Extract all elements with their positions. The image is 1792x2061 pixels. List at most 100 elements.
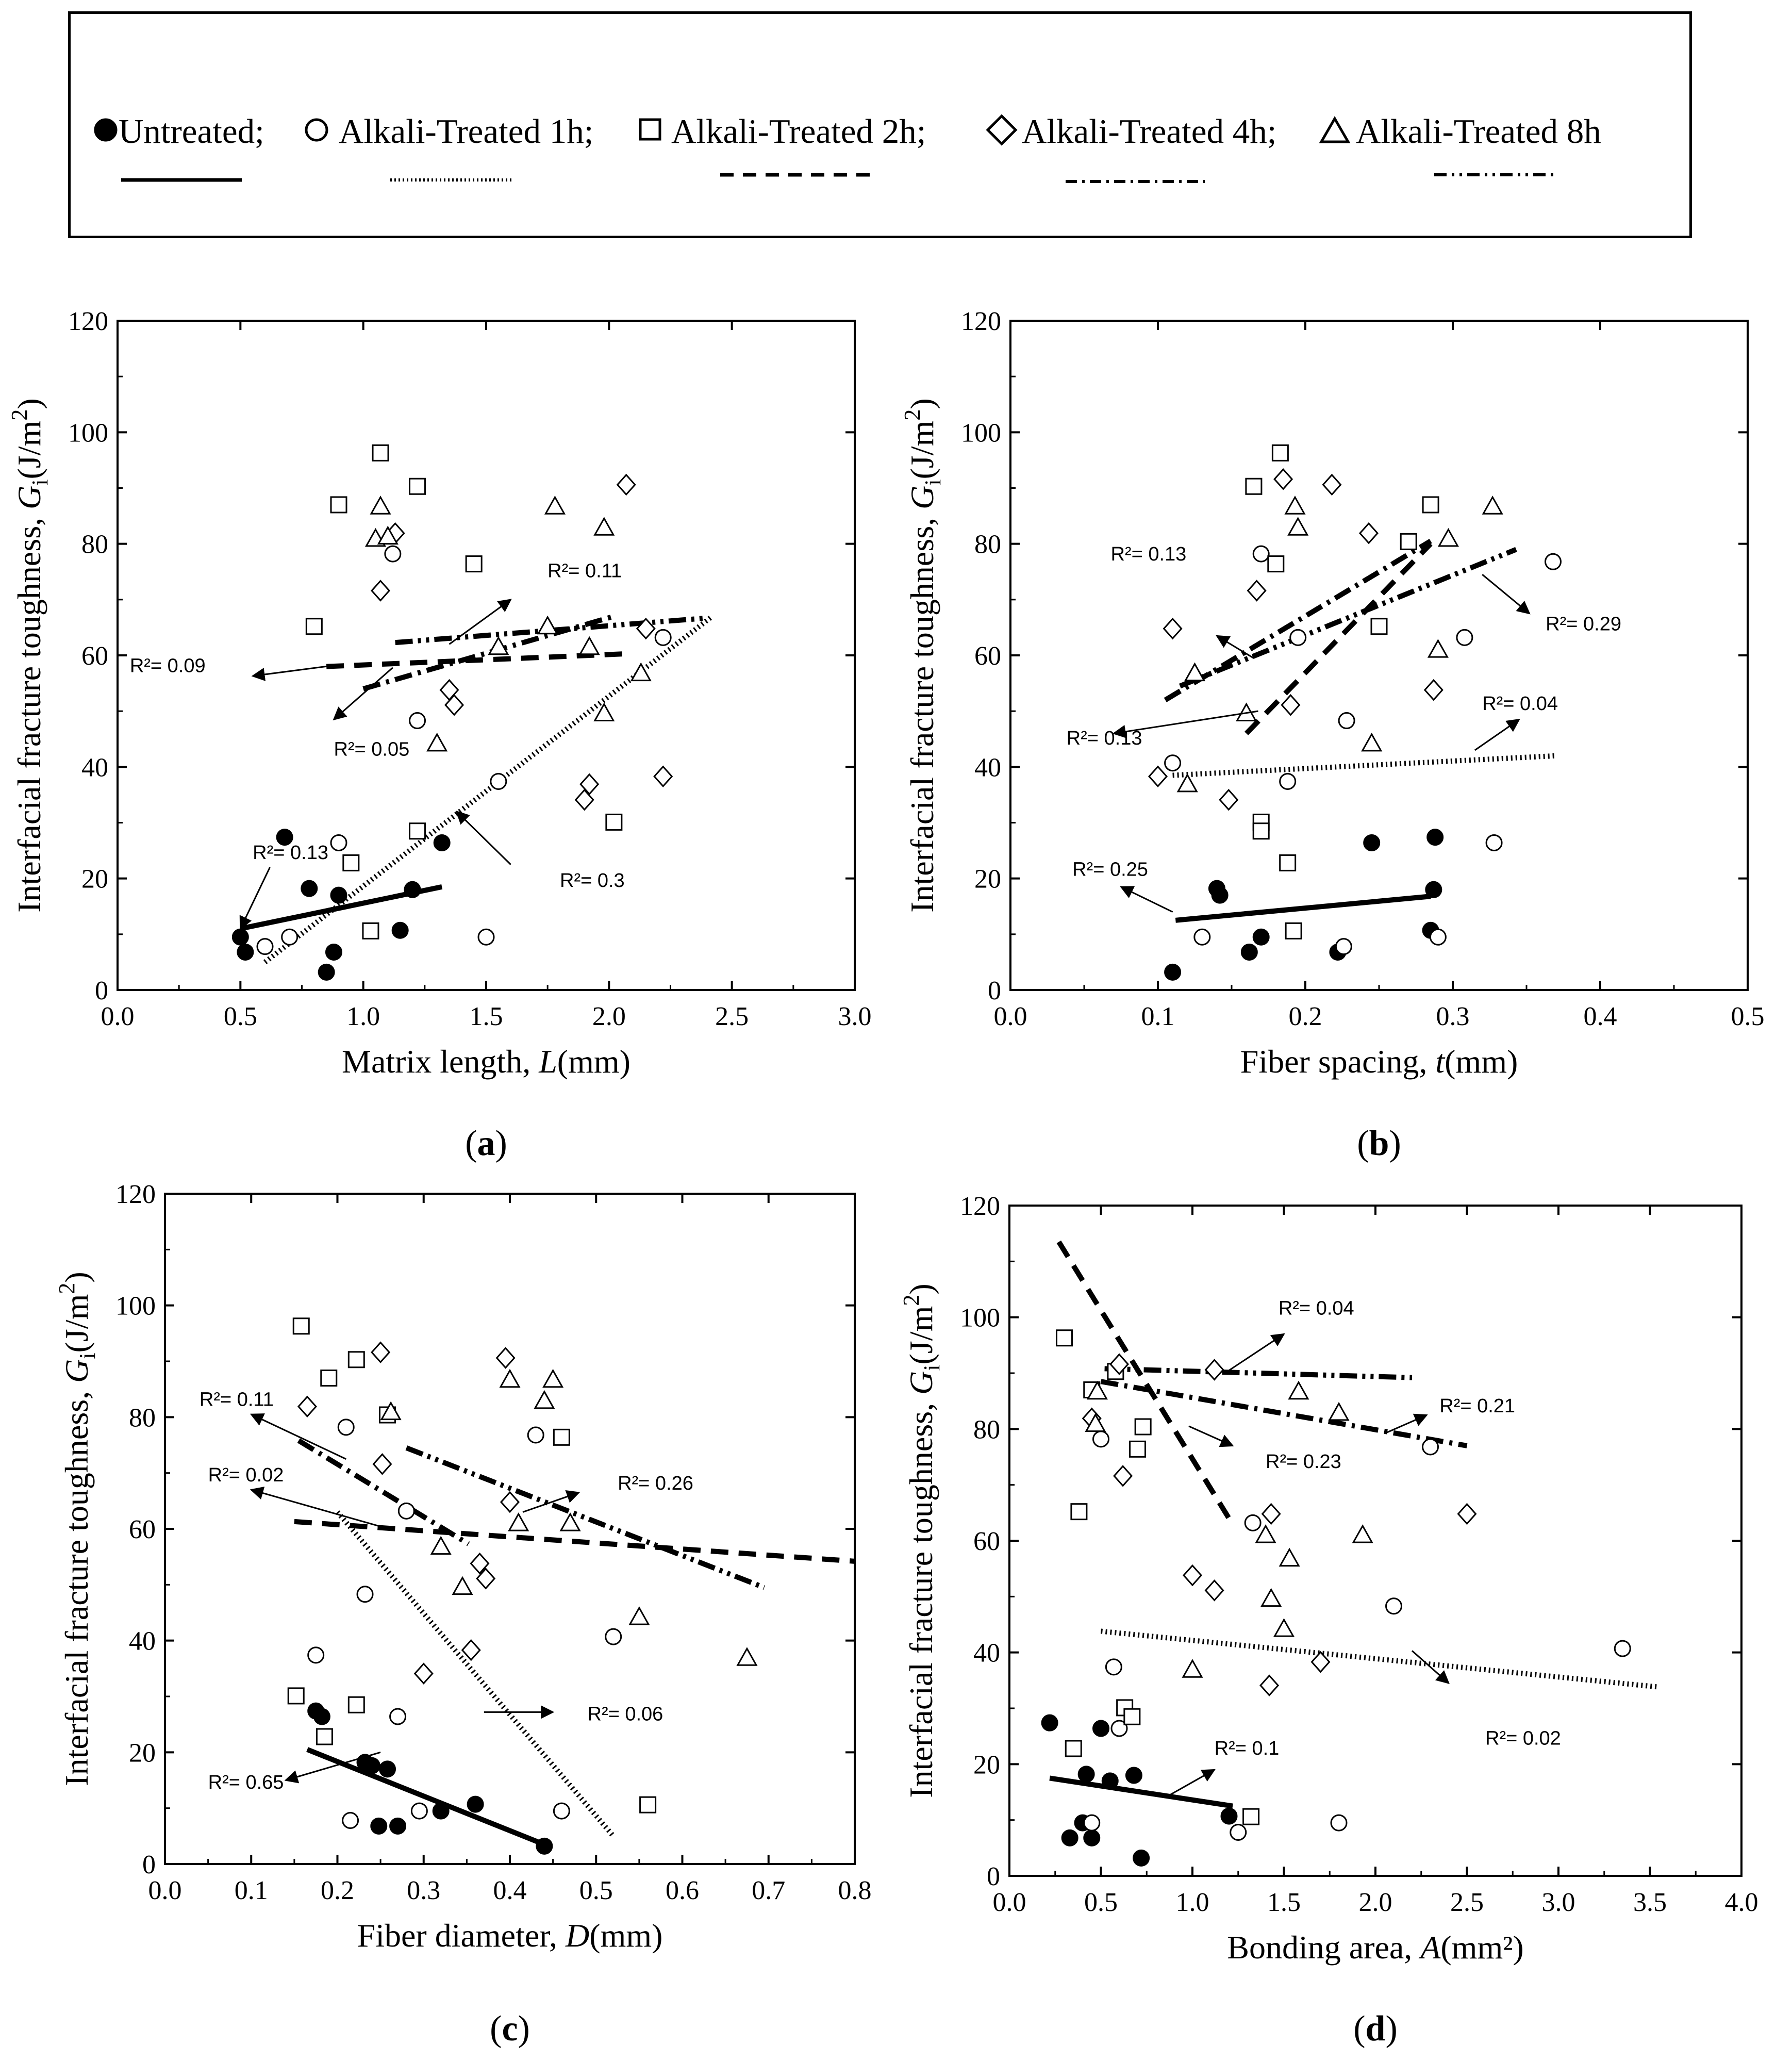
data-point-alkali-treated-4h (1423, 679, 1443, 701)
fit-line-untreated (306, 1747, 545, 1847)
r2-annotation: R²= 0.29 (1546, 613, 1621, 635)
fit-line-alkali-treated-2h (294, 1519, 855, 1564)
data-point-alkali-treated-8h (1284, 496, 1306, 515)
legend-marker-open-square (639, 118, 661, 141)
y-tick-label: 40 (973, 1639, 1000, 1668)
data-point-alkali-treated-8h (1288, 1380, 1309, 1400)
legend-marker-open-diamond (986, 114, 1018, 146)
annotation-arrow (1412, 1650, 1450, 1684)
data-point-alkali-treated-4h (636, 617, 656, 640)
x-tick-label: 0.3 (1436, 1002, 1470, 1031)
data-point-alkali-treated-8h (452, 1576, 473, 1595)
data-point-alkali-treated-8h (559, 1512, 581, 1531)
plot-frame (1009, 320, 1749, 991)
x-tick-label: 0.5 (579, 1876, 613, 1905)
data-point-untreated (1092, 1720, 1109, 1737)
panel-label: (c) (490, 2009, 530, 2049)
fit-line-untreated (1049, 1775, 1233, 1809)
data-point-alkali-treated-2h (1252, 822, 1270, 840)
data-point-alkali-treated-4h (371, 580, 391, 602)
data-point-alkali-treated-1h (527, 1426, 544, 1444)
plot-frame (1008, 1205, 1743, 1877)
x-tick-label: 0.7 (752, 1876, 785, 1905)
data-point-alkali-treated-1h (1193, 928, 1211, 946)
annotation-arrow (1384, 1413, 1428, 1435)
data-point-alkali-treated-4h (653, 765, 673, 787)
legend-label-alkali-4h: Alkali-Treated 4h; (1022, 112, 1276, 151)
data-point-alkali-treated-4h (1281, 694, 1301, 716)
data-point-alkali-treated-8h (542, 1368, 564, 1388)
x-tick-label: 0.2 (1289, 1002, 1322, 1031)
data-point-alkali-treated-2h (1123, 1708, 1141, 1725)
data-point-alkali-treated-4h (372, 1453, 392, 1475)
data-point-alkali-treated-2h (1267, 555, 1285, 573)
data-point-untreated (404, 881, 421, 898)
data-point-alkali-treated-2h (605, 813, 623, 831)
r2-annotation: R²= 0.21 (1439, 1395, 1515, 1417)
data-point-untreated (433, 834, 451, 851)
data-point-alkali-treated-8h (488, 636, 509, 655)
r2-annotation: R²= 0.13 (1110, 543, 1186, 565)
data-point-alkali-treated-2h (1134, 1418, 1152, 1436)
x-axis-label: Fiber spacing, t(mm) (1240, 1043, 1518, 1080)
data-point-untreated (1125, 1767, 1142, 1784)
data-point-alkali-treated-8h (377, 525, 399, 545)
data-point-alkali-treated-2h (372, 444, 389, 461)
r2-annotation: R²= 0.1 (1215, 1738, 1280, 1759)
annotation-arrow (1120, 886, 1173, 913)
data-point-alkali-treated-1h (1335, 938, 1352, 955)
annotation-arrow (333, 667, 393, 721)
legend-item-alkali-2h: Alkali-Treated 2h; (639, 112, 926, 177)
annotation-arrow (1216, 635, 1254, 659)
data-point-alkali-treated-1h (1422, 1438, 1439, 1456)
data-point-alkali-treated-8h (1184, 662, 1206, 682)
annotation-arrow (449, 599, 512, 645)
y-tick-label: 60 (973, 1527, 1000, 1556)
data-point-alkali-treated-4h (1109, 1353, 1130, 1375)
data-point-alkali-treated-1h (1385, 1597, 1402, 1615)
data-point-alkali-treated-2h (553, 1428, 570, 1446)
data-point-untreated (391, 921, 409, 939)
y-tick-label: 20 (973, 1750, 1000, 1779)
r2-annotation: R²= 0.13 (1067, 728, 1142, 749)
data-point-alkali-treated-4h (1204, 1579, 1224, 1602)
plot-frame (117, 320, 856, 991)
r2-annotation: R²= 0.3 (560, 870, 625, 892)
fit-line-alkali-treated-8h (405, 1445, 766, 1590)
data-point-untreated (467, 1795, 484, 1813)
legend: Untreated; Alkali-Treated 1h; Alkali-Tre… (94, 112, 1601, 183)
data-point-alkali-treated-4h (500, 1491, 520, 1513)
data-point-alkali-treated-8h (508, 1512, 529, 1531)
data-point-alkali-treated-2h (330, 496, 347, 514)
data-point-alkali-treated-8h (537, 615, 558, 635)
data-point-alkali-treated-1h (605, 1628, 622, 1645)
x-axis-label: Bonding area, A(mm²) (1227, 1929, 1523, 1966)
fit-line-alkali-treated-1h (1101, 1628, 1660, 1690)
data-point-alkali-treated-4h (297, 1395, 317, 1417)
y-tick-label: 40 (81, 753, 108, 782)
data-point-untreated (1252, 928, 1270, 946)
r2-annotation: R²= 0.05 (334, 739, 409, 761)
x-tick-label: 0.6 (666, 1876, 699, 1905)
legend-label-alkali-1h: Alkali-Treated 1h; (339, 112, 593, 151)
x-tick-label: 0.0 (994, 1002, 1027, 1031)
annotation-arrow (284, 1751, 381, 1784)
y-tick-label: 0 (987, 1862, 1000, 1891)
x-tick-label: 3.0 (838, 1002, 872, 1031)
annotation-arrow (1482, 574, 1531, 615)
annotation-arrow (1188, 1425, 1234, 1447)
legend-item-alkali-8h: Alkali-Treated 8h (1319, 112, 1601, 176)
data-point-alkali-treated-2h (1056, 1329, 1073, 1347)
y-axis-label: Interfacial fracture toughness, Gi(J/m2) (899, 1283, 944, 1798)
data-point-alkali-treated-4h (1273, 468, 1293, 490)
annotation-arrow (1474, 718, 1520, 751)
panel-label: (a) (465, 1124, 507, 1163)
data-point-untreated (1240, 943, 1258, 961)
data-point-alkali-treated-8h (380, 1401, 402, 1421)
data-point-alkali-treated-4h (1457, 1503, 1477, 1525)
data-point-alkali-treated-1h (1092, 1430, 1109, 1448)
data-point-alkali-treated-4h (1358, 522, 1379, 545)
y-tick-label: 20 (974, 865, 1001, 894)
data-point-untreated (318, 963, 335, 981)
y-tick-label: 80 (81, 530, 108, 559)
